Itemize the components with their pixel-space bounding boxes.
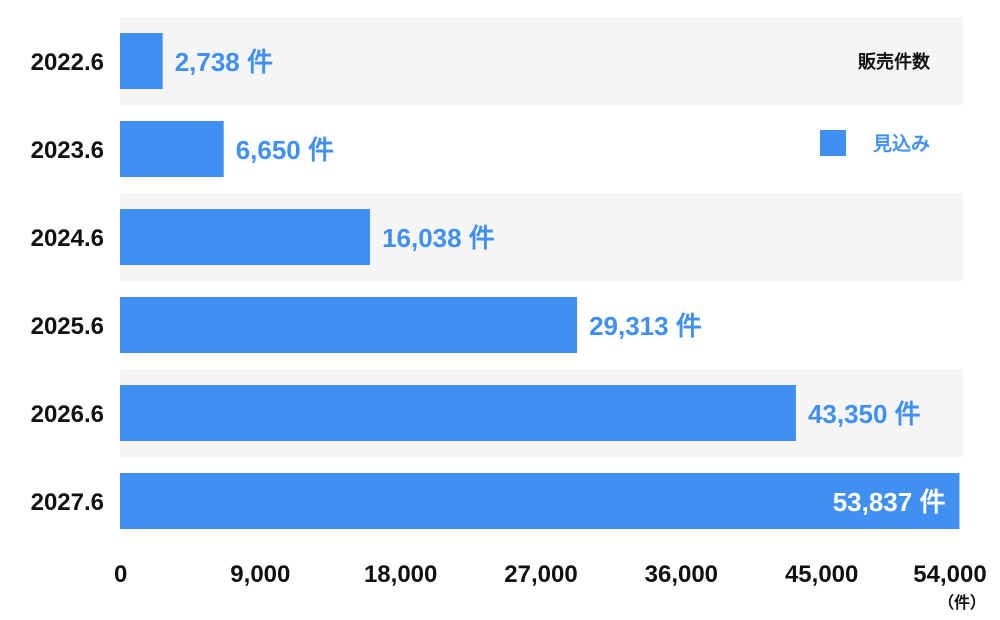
- bar-2027.6: [120, 473, 960, 529]
- legend-swatch: [820, 130, 846, 156]
- bar-2026.6: [120, 385, 796, 441]
- bar-2025.6: [120, 297, 578, 353]
- category-label: 2024.6: [31, 225, 104, 252]
- value-label: 16,038 件: [382, 223, 495, 253]
- category-labels: 2022.6 2023.6 2024.6 2025.6 2026.6 2027.6: [31, 49, 104, 516]
- category-label: 2022.6: [31, 49, 104, 76]
- value-label: 6,650 件: [236, 135, 334, 165]
- value-labels: 2,738 件 6,650 件 16,038 件 29,313 件 43,350 件 53…: [175, 47, 946, 517]
- x-tick-label: 36,000: [645, 561, 718, 588]
- bars: [120, 33, 960, 529]
- bar-2022.6: [120, 33, 163, 89]
- bar-2023.6: [120, 121, 224, 177]
- row-bands: [120, 17, 963, 457]
- legend-title: 販売件数: [858, 51, 931, 73]
- x-tick-label: 0: [114, 561, 127, 588]
- legend: 販売件数 見込み: [820, 51, 931, 156]
- category-label: 2027.6: [31, 489, 104, 516]
- category-label: 2026.6: [31, 401, 104, 428]
- x-tick-label: 18,000: [364, 561, 437, 588]
- x-axis-unit: （件）: [938, 593, 986, 612]
- category-label: 2025.6: [31, 313, 104, 340]
- value-label: 43,350 件: [808, 399, 921, 429]
- row-band: [120, 17, 963, 105]
- value-label: 2,738 件: [175, 47, 273, 77]
- category-label: 2023.6: [31, 137, 104, 164]
- bar-2024.6: [120, 209, 371, 265]
- x-tick-label: 54,000: [913, 561, 986, 588]
- x-tick-labels: 0 9,000 18,000 27,000 36,000 45,000 54,000: [114, 561, 987, 588]
- x-tick-label: 9,000: [230, 561, 290, 588]
- x-tick-label: 45,000: [785, 561, 858, 588]
- value-label: 53,837 件: [833, 487, 946, 517]
- x-tick-label: 27,000: [504, 561, 577, 588]
- legend-label: 見込み: [873, 133, 930, 155]
- value-label: 29,313 件: [589, 311, 702, 341]
